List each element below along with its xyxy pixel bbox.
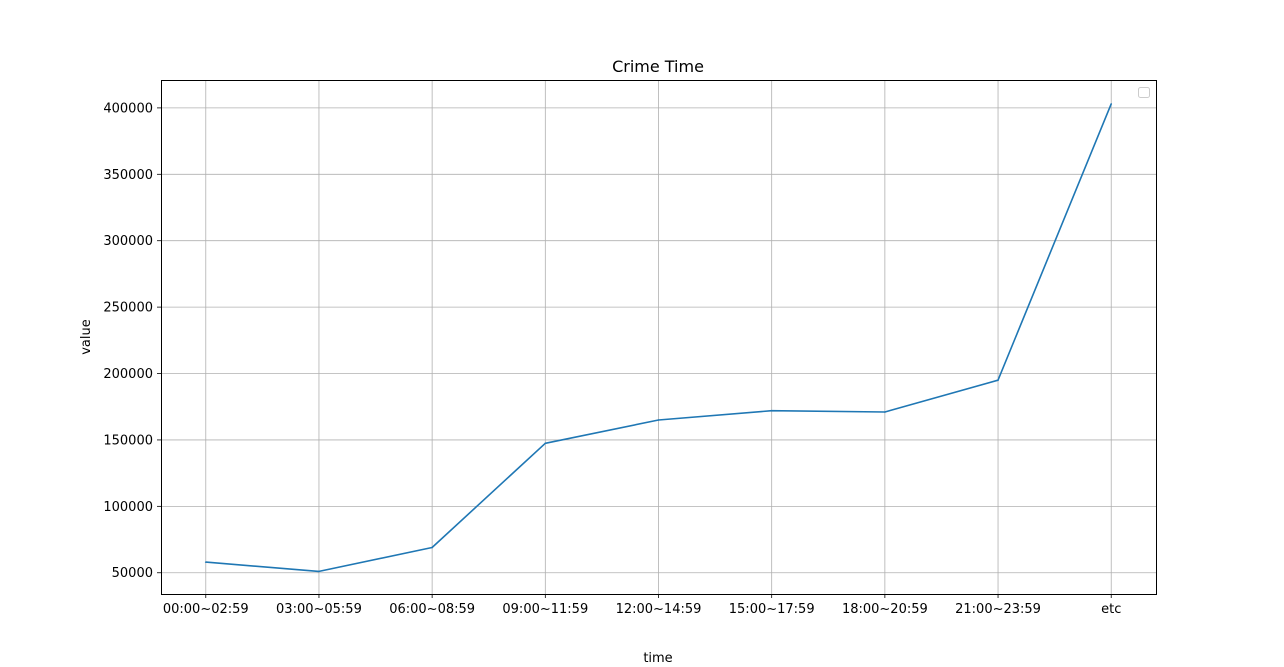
y-axis: 50000 100000 150000 200000 250000 300000 35000… — [103, 101, 161, 581]
x-tick-label: 09:00~11:59 — [502, 602, 588, 617]
y-tick-label: 250000 — [103, 301, 153, 316]
plot-frame — [161, 80, 1157, 595]
x-tick-label: 12:00~14:59 — [616, 602, 702, 617]
data-point — [657, 419, 660, 421]
data-point — [204, 561, 207, 563]
x-tick-label: 03:00~05:59 — [276, 602, 362, 617]
y-tick-label: 100000 — [103, 500, 153, 515]
data-point — [770, 409, 773, 412]
x-tick-label: 15:00~17:59 — [729, 602, 815, 617]
y-tick-label: 300000 — [103, 234, 153, 249]
y-tick-label: 350000 — [103, 168, 153, 183]
x-axis: 00:00~02:59 03:00~05:59 06:00~08:59 09:00~1… — [163, 594, 1121, 617]
x-tick-label: 18:00~20:59 — [842, 602, 928, 617]
y-tick-label: 400000 — [103, 101, 153, 116]
data-point — [884, 411, 886, 413]
y-axis-label: value — [79, 319, 94, 355]
x-tick-label: etc — [1101, 602, 1121, 617]
legend-box — [1138, 87, 1150, 98]
y-tick-label: 150000 — [103, 433, 153, 448]
y-tick-label: 50000 — [112, 566, 153, 581]
data-point — [544, 442, 547, 445]
series-group — [204, 103, 1113, 573]
x-tick-label: 00:00~02:59 — [163, 602, 249, 617]
x-tick-label: 21:00~23:59 — [955, 602, 1041, 617]
data-point — [997, 379, 999, 381]
x-tick-label: 06:00~08:59 — [389, 602, 475, 617]
data-point — [1110, 103, 1113, 105]
data-point — [318, 570, 320, 573]
x-axis-label: time — [643, 651, 672, 666]
data-point — [431, 546, 433, 549]
chart-title: Crime Time — [612, 57, 704, 76]
y-tick-label: 200000 — [103, 367, 153, 382]
grid-lines — [161, 80, 1156, 594]
